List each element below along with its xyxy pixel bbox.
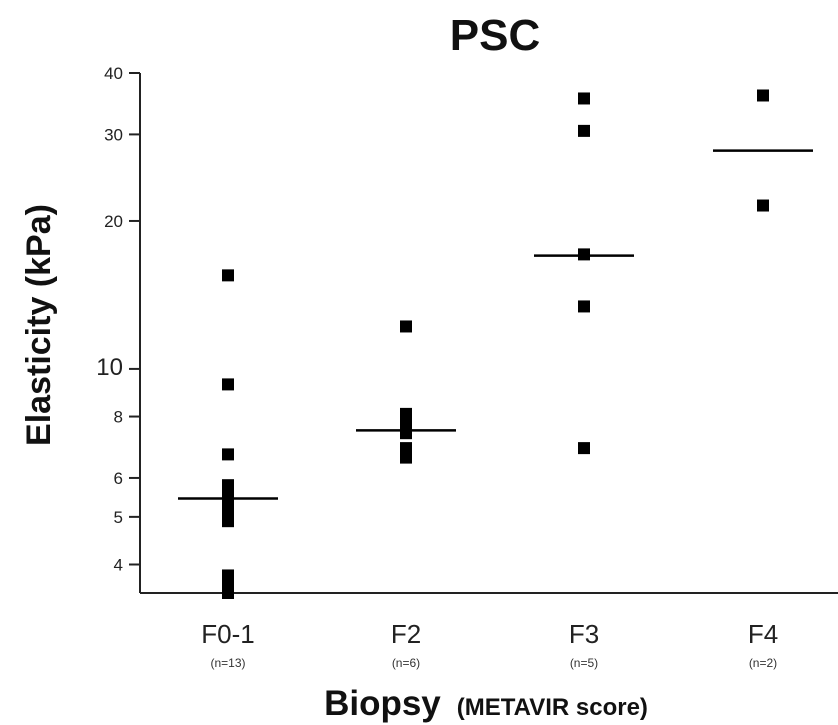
data-point [400,442,412,455]
data-point [757,89,769,102]
data-point [578,124,590,137]
median-lines [178,149,813,500]
x-category-label: F0-1 [201,619,254,649]
data-point [578,248,590,261]
x-category-count: (n=2) [749,656,777,670]
y-tick-label: 10 [96,354,123,381]
x-category-label: F3 [569,619,599,649]
data-point [222,269,234,282]
data-point [222,587,234,599]
data-point [400,427,412,440]
data-point [222,378,234,391]
x-category-label: F2 [391,619,421,649]
y-tick-label: 20 [104,212,123,231]
data-point [578,442,590,455]
data-point [222,515,234,528]
y-ticks: 4 5 6 8 10 20 30 40 [96,64,140,574]
x-category-count: (n=6) [392,656,420,670]
data-point [757,199,769,212]
x-category-label: F4 [748,619,778,649]
data-point [578,300,590,313]
data-point [222,502,234,515]
x-category-count: (n=5) [570,656,598,670]
data-point [400,320,412,333]
data-point [578,92,590,105]
data-point [400,451,412,464]
data-point [222,448,234,461]
chart-title: PSC [450,11,540,60]
x-category-count: (n=13) [210,656,245,670]
x-axis-label-note: (METAVIR score) [457,694,648,721]
y-tick-label: 8 [114,408,123,427]
x-axis-label-main: Biopsy [324,684,441,723]
x-categories: F0-1 (n=13) F2 (n=6) F3 (n=5) F4 (n=2) [201,619,778,670]
y-tick-label: 5 [114,508,123,527]
data-point [400,415,412,428]
y-tick-label: 6 [114,469,123,488]
y-tick-label: 40 [104,64,123,83]
x-axis-label: Biopsy (METAVIR score) [324,684,648,723]
data-points [222,89,769,599]
y-tick-label: 4 [114,555,123,574]
y-axis-label: Elasticity (kPa) [20,204,58,446]
y-tick-label: 30 [104,125,123,144]
